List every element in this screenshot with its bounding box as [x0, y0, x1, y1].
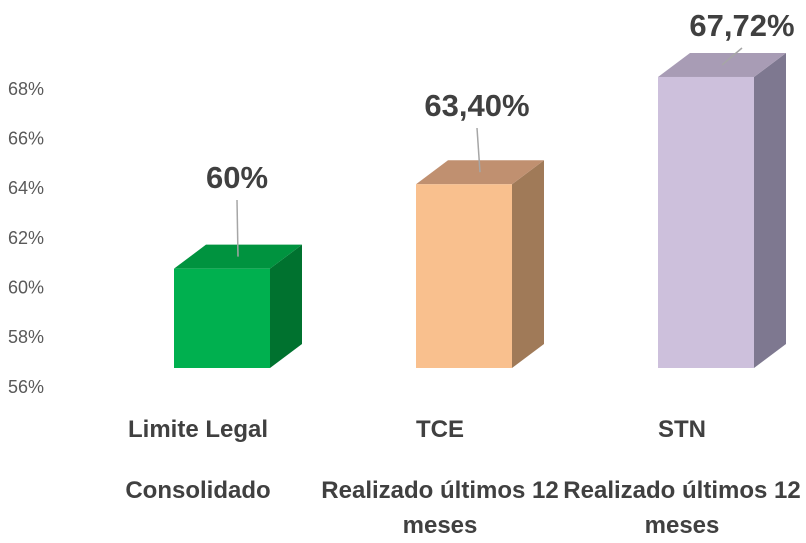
- category-label: TCE: [416, 416, 464, 443]
- y-tick-label: 56%: [8, 377, 44, 397]
- value-label: 67,72%: [689, 8, 794, 43]
- category-sublabel: Consolidado: [125, 477, 271, 504]
- category-label: Limite Legal: [127, 416, 269, 443]
- y-tick-label: 68%: [8, 79, 44, 99]
- leader-line: [236, 199, 239, 257]
- y-tick-label: 64%: [8, 178, 44, 198]
- y-tick-label: 62%: [8, 228, 44, 248]
- bar: [658, 76, 754, 368]
- category-sublabel: Realizado últimos 12 meses: [321, 477, 559, 539]
- y-tick-label: 60%: [8, 277, 44, 297]
- y-tick-label: 66%: [8, 128, 44, 148]
- bar-side: [512, 160, 544, 368]
- bar-side: [270, 244, 302, 368]
- category-label: STN: [658, 416, 706, 443]
- bar: [174, 268, 270, 368]
- y-tick-label: 58%: [8, 327, 44, 347]
- category-sublabel: Realizado últimos 12 meses: [563, 477, 801, 539]
- bar-side: [754, 52, 786, 368]
- leader-line: [476, 127, 481, 173]
- value-label: 60%: [206, 160, 268, 195]
- leader-line: [721, 47, 743, 66]
- value-label: 63,40%: [424, 88, 529, 123]
- bar: [416, 184, 512, 368]
